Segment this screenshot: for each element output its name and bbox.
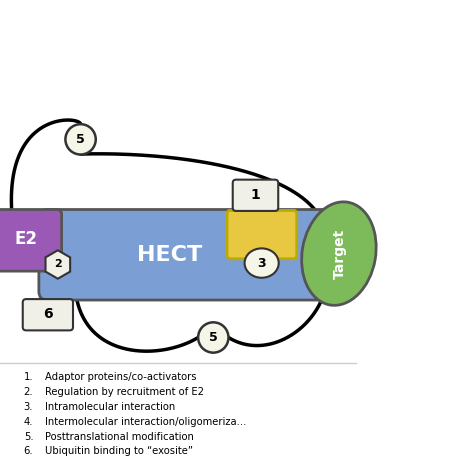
FancyBboxPatch shape <box>23 299 73 330</box>
Text: 6.: 6. <box>24 447 33 456</box>
FancyBboxPatch shape <box>227 210 297 259</box>
FancyBboxPatch shape <box>0 210 62 271</box>
Text: 5: 5 <box>76 133 85 146</box>
Text: E2: E2 <box>15 230 37 248</box>
Text: Adaptor proteins/co-activators: Adaptor proteins/co-activators <box>45 372 197 382</box>
Text: Intermolecular interaction/oligomeriza...: Intermolecular interaction/oligomeriza..… <box>45 417 246 427</box>
Text: Ubiquitin binding to “exosite”: Ubiquitin binding to “exosite” <box>45 447 193 456</box>
FancyBboxPatch shape <box>39 210 340 300</box>
Text: 2.: 2. <box>24 387 33 397</box>
Text: Intramolecular interaction: Intramolecular interaction <box>45 401 175 412</box>
Circle shape <box>65 124 96 155</box>
Polygon shape <box>46 250 70 279</box>
Text: Posttranslational modification: Posttranslational modification <box>45 431 194 442</box>
Ellipse shape <box>245 248 279 278</box>
Text: Regulation by recruitment of E2: Regulation by recruitment of E2 <box>45 387 204 397</box>
Text: 4.: 4. <box>24 417 33 427</box>
Text: 2: 2 <box>54 259 62 270</box>
Text: HECT: HECT <box>137 245 202 265</box>
Text: 3.: 3. <box>24 401 33 412</box>
Text: 1.: 1. <box>24 372 33 382</box>
Text: 1: 1 <box>251 188 260 202</box>
Text: 6: 6 <box>43 307 53 321</box>
FancyBboxPatch shape <box>233 180 278 211</box>
Text: 5.: 5. <box>24 431 33 442</box>
Ellipse shape <box>301 202 376 305</box>
Circle shape <box>198 322 228 353</box>
Text: 5: 5 <box>209 331 218 344</box>
Text: Target: Target <box>333 228 347 279</box>
Text: 3: 3 <box>257 256 266 270</box>
